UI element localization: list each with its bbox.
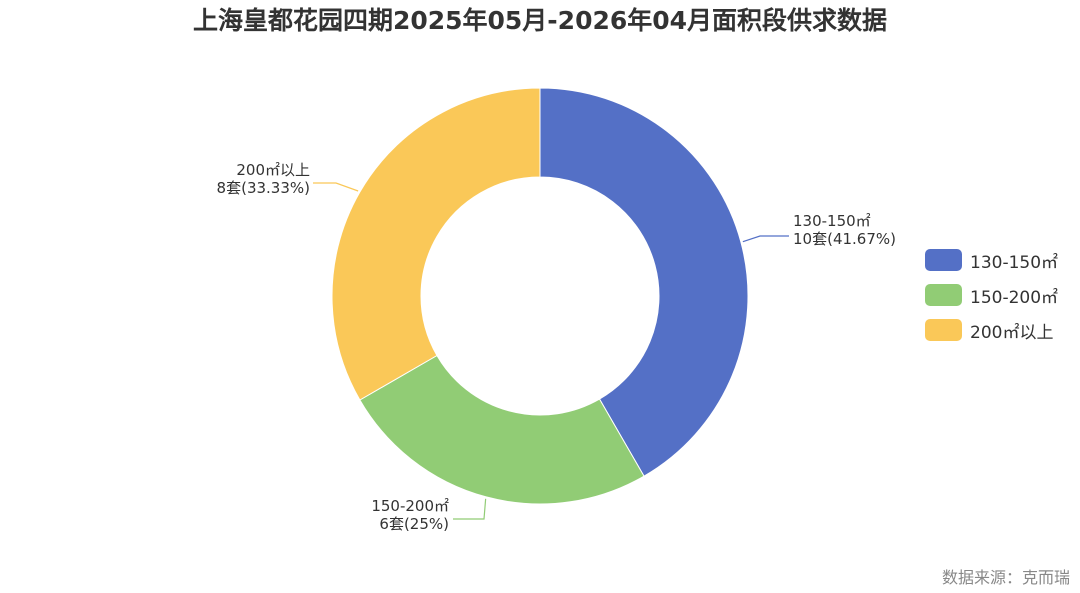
donut-slice-1[interactable]	[359, 354, 645, 505]
data-source: 数据来源：克而瑞	[941, 568, 1070, 587]
legend-swatch	[925, 319, 962, 341]
legend-item-200-plus[interactable]: 200㎡以上	[925, 317, 1058, 343]
legend-label: 130-150㎡	[970, 252, 1059, 273]
slice-label-category-2: 200㎡以上	[236, 161, 310, 179]
leader-line-1	[453, 498, 487, 520]
slice-label-category-1: 150-200㎡	[371, 497, 449, 515]
slice-label-value-2: 8套(33.33%)	[217, 179, 310, 197]
donut-slice-0[interactable]	[539, 87, 749, 477]
chart-title: 上海皇都花园四期2025年05月-2026年04月面积段供求数据	[192, 6, 888, 35]
leader-line-0	[742, 235, 789, 243]
legend: 130-150㎡ 150-200㎡ 200㎡以上	[925, 247, 1058, 352]
slice-label-value-1: 6套(25%)	[379, 515, 449, 533]
slice-label-value-0: 10套(41.67%)	[793, 230, 896, 248]
legend-swatch	[925, 249, 962, 271]
legend-label: 150-200㎡	[970, 287, 1059, 308]
slice-label-category-0: 130-150㎡	[793, 212, 871, 230]
donut-slice-2[interactable]	[331, 87, 541, 401]
legend-item-150-200[interactable]: 150-200㎡	[925, 282, 1058, 308]
leader-line-2	[313, 182, 359, 192]
legend-item-130-150[interactable]: 130-150㎡	[925, 247, 1058, 273]
legend-label: 200㎡以上	[970, 322, 1054, 343]
legend-swatch	[925, 284, 962, 306]
